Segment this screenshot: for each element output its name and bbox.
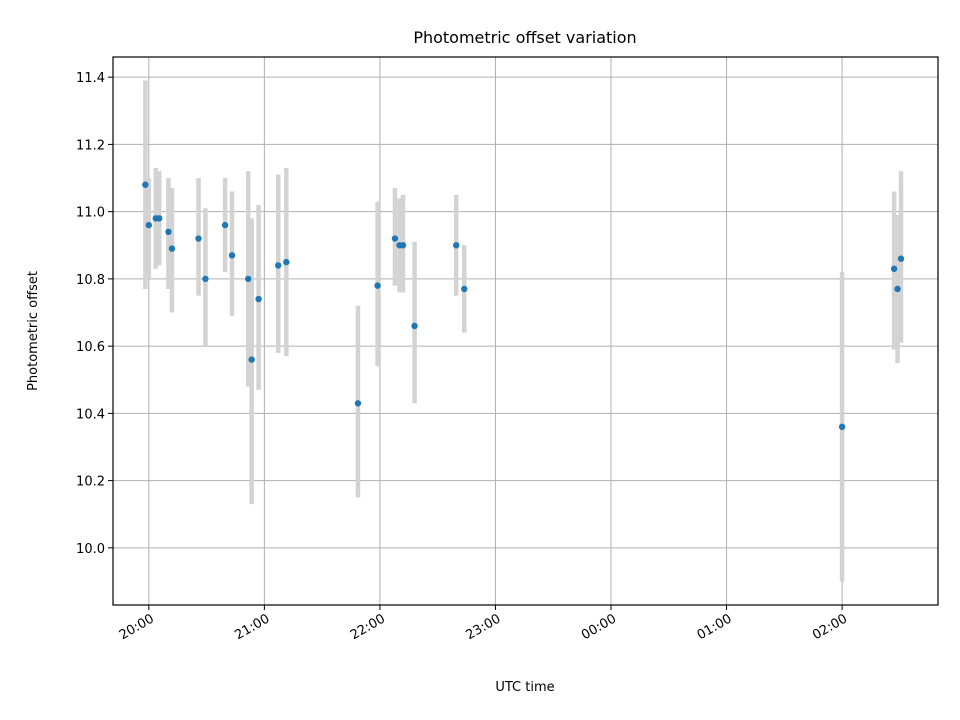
plot-background [113, 57, 938, 605]
x-tick-label: 21:00 [232, 611, 272, 643]
y-tick-label: 11.2 [76, 138, 105, 153]
data-point [255, 295, 262, 303]
x-tick-label: 23:00 [464, 611, 504, 643]
y-tick-label: 10.6 [76, 340, 105, 355]
x-tick-label: 20:00 [117, 611, 157, 643]
data-point [894, 285, 901, 293]
data-point [202, 275, 209, 283]
data-point [275, 262, 282, 269]
data-point [142, 181, 149, 188]
x-tick-label: 22:00 [348, 611, 388, 643]
y-axis-ticks: 10.0 10.2 10.4 10.6 10.8 11.0 11.2 11.4 [76, 71, 113, 557]
data-point [156, 215, 163, 222]
x-axis-ticks: 20:00 21:00 22:00 23:00 00:00 01:00 02:00 [117, 605, 850, 643]
data-point [145, 221, 153, 229]
y-axis-label: Photometric offset [26, 271, 41, 391]
data-point [354, 400, 362, 407]
data-point [897, 255, 905, 262]
x-tick-label: 00:00 [579, 611, 619, 643]
data-point [399, 242, 407, 249]
x-axis-label: UTC time [495, 680, 554, 695]
data-point [452, 242, 460, 249]
plot-frame [112, 56, 939, 606]
data-point [168, 245, 176, 252]
data-point [890, 265, 898, 273]
x-tick-label: 02:00 [810, 611, 850, 643]
data-points [142, 181, 905, 431]
data-point [221, 221, 229, 229]
y-tick-label: 10.0 [76, 542, 105, 557]
data-point [391, 235, 399, 242]
y-tick-label: 10.4 [76, 407, 105, 422]
y-tick-label: 10.2 [76, 475, 105, 490]
chart-title: Photometric offset variation [413, 28, 636, 47]
y-tick-label: 11.4 [76, 71, 105, 86]
data-point [838, 423, 846, 431]
y-tick-label: 11.0 [76, 206, 105, 221]
data-point [165, 228, 172, 236]
data-point [374, 282, 381, 289]
data-point [244, 275, 252, 283]
data-point [411, 322, 418, 330]
x-tick-label: 01:00 [695, 611, 735, 643]
data-point [461, 285, 468, 293]
y-tick-label: 10.8 [76, 273, 105, 288]
data-point [283, 258, 290, 266]
data-point [228, 252, 236, 259]
data-point [195, 235, 202, 242]
data-point [248, 356, 255, 363]
